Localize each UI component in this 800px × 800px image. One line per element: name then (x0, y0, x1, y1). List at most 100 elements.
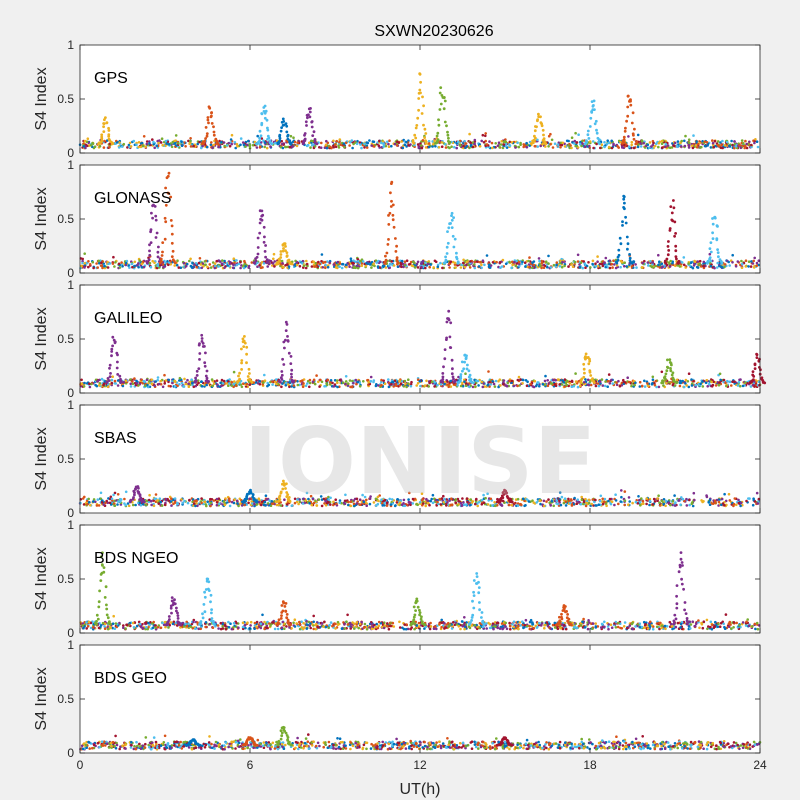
data-point (403, 260, 407, 264)
spike-point (411, 139, 415, 142)
spike-point (287, 351, 291, 355)
spike-point (286, 134, 289, 138)
data-point (115, 141, 119, 144)
data-point (98, 378, 101, 382)
data-point (106, 260, 109, 264)
data-point (312, 378, 316, 382)
data-point (549, 143, 552, 146)
data-point (117, 146, 121, 149)
data-point (414, 266, 417, 269)
data-point (139, 503, 143, 507)
data-point (354, 378, 358, 382)
data-point (317, 380, 320, 384)
data-point (197, 261, 201, 265)
spike-point (163, 216, 167, 220)
spike-point (587, 137, 591, 140)
data-point (587, 261, 590, 264)
data-point (421, 139, 425, 142)
data-point (325, 383, 329, 387)
spike-point (459, 379, 462, 383)
spike-point (194, 379, 198, 383)
data-point (383, 382, 387, 386)
data-point (288, 381, 292, 384)
data-point (171, 140, 175, 144)
spike-point (622, 135, 626, 139)
data-point (368, 139, 371, 142)
spike-point (264, 255, 267, 259)
spike-point (589, 116, 593, 120)
spike-point (279, 376, 283, 380)
spike-point (260, 121, 264, 125)
spike-point (280, 126, 283, 129)
data-point (634, 263, 637, 266)
data-point (643, 379, 646, 383)
data-point (128, 266, 131, 269)
data-point (88, 382, 91, 386)
data-point (487, 370, 490, 373)
data-point (342, 142, 346, 145)
y-tick-label: 0.5 (57, 92, 74, 106)
data-point (687, 146, 691, 149)
data-point (242, 143, 246, 147)
data-point (560, 265, 564, 269)
data-point (664, 504, 667, 508)
data-point (149, 499, 153, 503)
data-point (610, 378, 613, 382)
spike-point (716, 248, 719, 252)
spike-point (310, 125, 314, 129)
data-point (510, 141, 514, 144)
spike-point (391, 218, 395, 222)
data-point (400, 259, 404, 263)
data-point (603, 261, 606, 265)
data-point (148, 140, 151, 143)
data-point (130, 262, 134, 266)
data-point (126, 146, 129, 149)
data-point (424, 266, 427, 270)
data-point (160, 137, 164, 140)
data-point (317, 260, 320, 264)
data-point (680, 496, 683, 499)
spike-point (673, 234, 676, 238)
data-point (692, 491, 696, 495)
data-point (223, 144, 226, 148)
data-point (231, 266, 235, 270)
data-point (523, 261, 527, 265)
data-point (348, 379, 352, 382)
data-point (685, 384, 688, 387)
data-point (477, 265, 481, 268)
spike-point (451, 375, 455, 379)
spike-point (666, 245, 670, 248)
data-point (649, 145, 653, 148)
data-point (538, 265, 542, 268)
spike-point (167, 171, 171, 175)
data-point (511, 263, 514, 267)
data-point (369, 375, 373, 379)
data-point (256, 265, 259, 269)
data-point (192, 385, 196, 389)
spike-point (443, 120, 447, 124)
data-point (244, 265, 247, 268)
data-point (717, 500, 721, 504)
spike-point (763, 381, 767, 385)
data-point (684, 266, 687, 269)
spike-point (667, 249, 671, 252)
data-point (108, 145, 111, 149)
data-point (568, 382, 572, 385)
data-point (190, 378, 193, 382)
spike-point (447, 226, 451, 230)
spike-point (237, 374, 240, 378)
data-point (492, 382, 496, 386)
data-point (217, 259, 221, 262)
data-point (375, 383, 378, 386)
data-point (263, 145, 267, 149)
data-point (161, 385, 165, 389)
spike-point (145, 260, 149, 263)
data-point (416, 260, 420, 264)
data-point (752, 259, 755, 263)
spike-point (437, 118, 440, 122)
data-point (438, 141, 442, 144)
data-point (481, 259, 485, 263)
data-point (80, 382, 84, 386)
data-point (162, 265, 165, 269)
